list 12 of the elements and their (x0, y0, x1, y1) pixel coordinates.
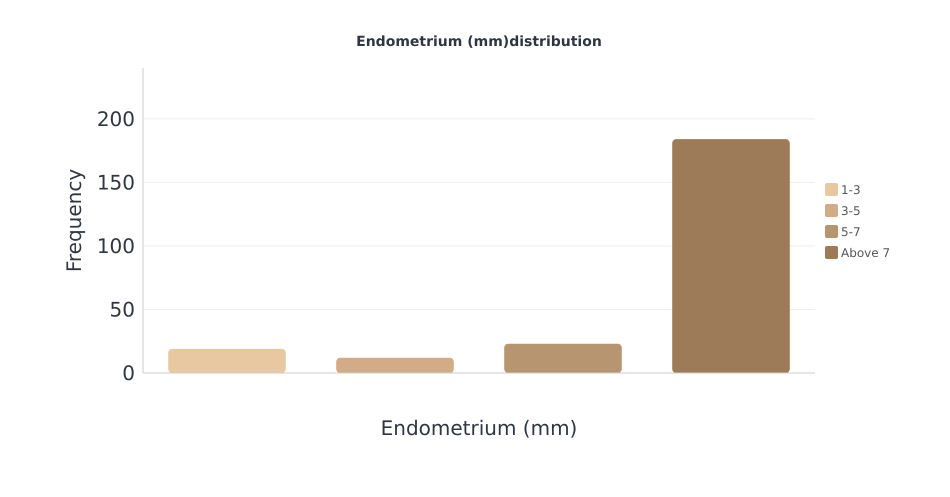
y-tick-label: 50 (110, 297, 135, 322)
legend-label: 5-7 (841, 225, 861, 240)
y-tick-label: 100 (96, 234, 135, 258)
x-axis-title: Endometrium (mm) (380, 416, 578, 440)
chart-title: Endometrium (mm)distribution (356, 34, 602, 50)
legend-label: 1-3 (841, 183, 861, 198)
legend-label: Above 7 (841, 246, 890, 260)
legend-label: 3-5 (841, 204, 861, 218)
y-tick-label: 200 (96, 106, 135, 131)
y-tick-label: 150 (96, 170, 135, 194)
y-tick-label: 0 (122, 361, 135, 385)
y-axis-title: Frequency (62, 168, 86, 272)
